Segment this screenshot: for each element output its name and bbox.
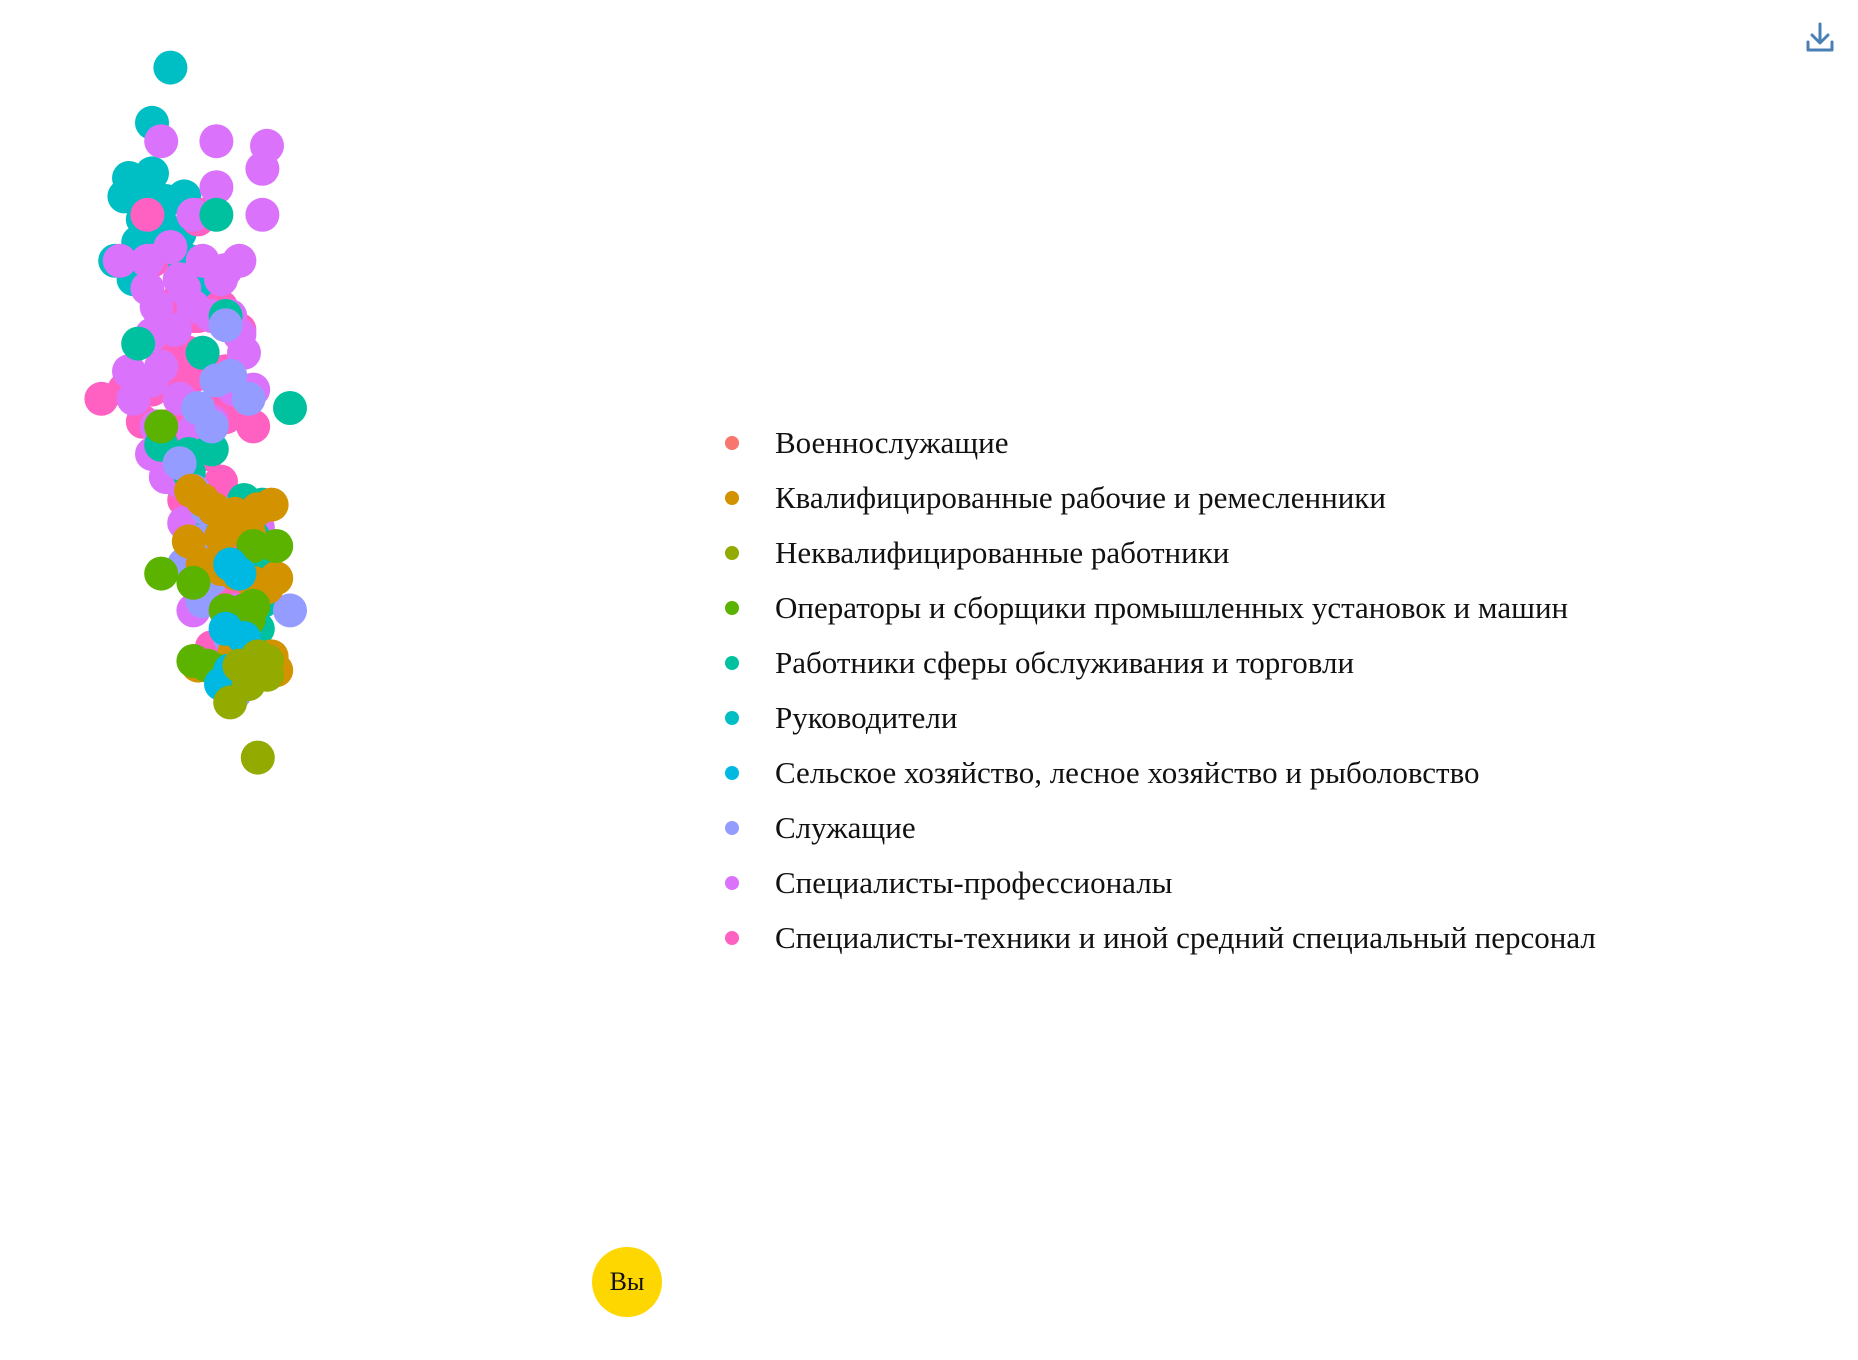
point-series-2-6[interactable] xyxy=(240,740,275,775)
legend-item[interactable]: Сельское хозяйство, лесное хозяйство и р… xyxy=(725,745,1596,800)
legend-item[interactable]: Военнослужащие xyxy=(725,415,1596,470)
point-series-3-1[interactable] xyxy=(144,556,179,591)
point-series-8-2[interactable] xyxy=(144,124,179,159)
point-series-8-3[interactable] xyxy=(199,170,234,205)
legend-swatch xyxy=(725,490,739,505)
point-series-1-14[interactable] xyxy=(259,561,294,596)
point-series-5-5[interactable] xyxy=(107,179,142,214)
legend-label: Специалисты-техники и иной средний специ… xyxy=(775,919,1596,955)
point-series-3-11[interactable] xyxy=(236,588,271,623)
point-series-8-23[interactable] xyxy=(158,312,192,347)
legend-label: Военнослужащие xyxy=(775,424,1009,460)
legend-swatch xyxy=(725,765,739,780)
point-series-7-2[interactable] xyxy=(213,358,248,393)
point-series-3-0[interactable] xyxy=(144,409,179,444)
legend-swatch xyxy=(725,875,739,890)
point-series-5-0[interactable] xyxy=(153,50,188,85)
scatter-plot xyxy=(84,50,307,775)
point-series-4-2[interactable] xyxy=(121,326,156,361)
point-series-3-2[interactable] xyxy=(176,565,211,600)
legend: Военнослужащие Квалифицированные рабочие … xyxy=(725,415,1596,965)
legend-label: Служащие xyxy=(775,809,916,845)
legend-item[interactable]: Специалисты-техники и иной средний специ… xyxy=(725,910,1596,965)
legend-item[interactable]: Квалифицированные рабочие и ремесленники xyxy=(725,470,1596,525)
point-series-7-6[interactable] xyxy=(162,446,197,481)
legend-swatch xyxy=(725,820,739,835)
point-series-8-16[interactable] xyxy=(139,289,174,324)
download-icon[interactable] xyxy=(1802,20,1838,56)
legend-item[interactable]: Специалисты-профессионалы xyxy=(725,855,1596,910)
point-series-8-9[interactable] xyxy=(153,230,188,264)
legend-item[interactable]: Работники сферы обслуживания и торговли xyxy=(725,635,1596,690)
legend-swatch xyxy=(725,545,739,560)
legend-label: Неквалифицированные работники xyxy=(775,534,1230,570)
legend-swatch xyxy=(725,655,739,670)
legend-label: Работники сферы обслуживания и торговли xyxy=(775,644,1355,680)
point-series-4-3[interactable] xyxy=(185,335,220,370)
point-series-8-30[interactable] xyxy=(135,363,169,398)
you-marker: Вы xyxy=(592,1247,662,1317)
point-series-7-3[interactable] xyxy=(231,381,266,416)
you-marker-label: Вы xyxy=(592,1247,662,1317)
legend-label: Специалисты-профессионалы xyxy=(775,864,1173,900)
point-series-6-1[interactable] xyxy=(222,556,257,591)
point-series-1-7[interactable] xyxy=(204,519,238,554)
legend-item[interactable]: Неквалифицированные работники xyxy=(725,525,1596,580)
legend-item[interactable]: Операторы и сборщики промышленных устано… xyxy=(725,580,1596,635)
point-series-7-0[interactable] xyxy=(208,308,243,343)
legend-label: Сельское хозяйство, лесное хозяйство и р… xyxy=(775,754,1480,790)
legend-label: Операторы и сборщики промышленных устано… xyxy=(775,589,1569,625)
legend-swatch xyxy=(725,710,739,725)
legend-label: Квалифицированные рабочие и ремесленники xyxy=(775,479,1386,515)
legend-swatch xyxy=(725,435,739,450)
legend-item[interactable]: Руководители xyxy=(725,690,1596,745)
point-series-7-5[interactable] xyxy=(194,409,229,444)
point-series-4-4[interactable] xyxy=(273,391,307,425)
point-series-2-5[interactable] xyxy=(213,685,248,720)
point-series-7-9[interactable] xyxy=(273,593,307,628)
point-series-8-4[interactable] xyxy=(245,151,280,186)
point-series-8-0[interactable] xyxy=(199,124,234,159)
legend-label: Руководители xyxy=(775,699,958,735)
point-series-3-4[interactable] xyxy=(236,529,271,563)
point-series-8-7[interactable] xyxy=(102,243,137,278)
legend-swatch xyxy=(725,930,739,945)
point-series-8-5[interactable] xyxy=(245,197,280,232)
point-series-9-2[interactable] xyxy=(130,197,165,232)
legend-swatch xyxy=(725,600,739,615)
legend-item[interactable]: Служащие xyxy=(725,800,1596,855)
point-series-8-15[interactable] xyxy=(204,262,238,297)
point-series-1-5[interactable] xyxy=(254,487,289,522)
point-series-2-4[interactable] xyxy=(250,644,284,678)
point-series-9-24[interactable] xyxy=(236,409,271,444)
point-series-4-0[interactable] xyxy=(199,197,234,232)
